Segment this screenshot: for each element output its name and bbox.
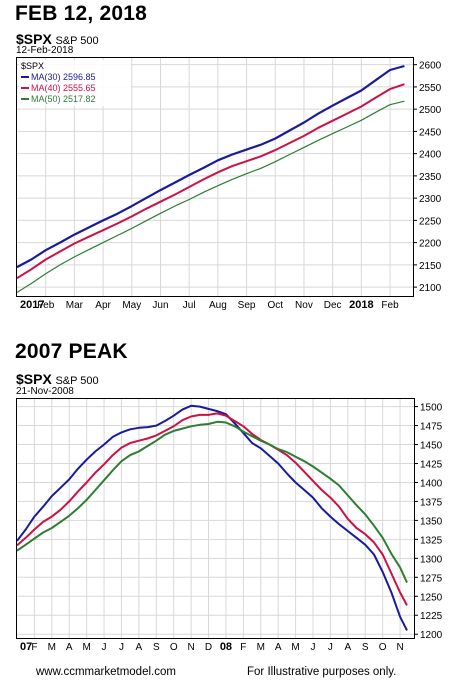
x-tick-label: M — [48, 642, 56, 653]
legend-entry: MA(30) 2596.85 — [31, 72, 96, 82]
x-tick-label: May — [122, 300, 141, 311]
x-tick-label: Oct — [267, 300, 283, 311]
x-tick-label: D — [205, 642, 212, 653]
x-tick-label: F — [240, 642, 246, 653]
y-tick-label: 2400 — [419, 150, 442, 161]
series-line-2 — [16, 412, 408, 606]
y-tick-label: 1200 — [420, 630, 443, 641]
x-tick-label: Feb — [381, 300, 399, 311]
legend-entry: MA(40) 2555.65 — [31, 83, 96, 93]
y-tick-label: 1300 — [420, 554, 443, 565]
x-tick-label: 08 — [220, 641, 232, 653]
y-tick-label: 1475 — [420, 422, 443, 433]
y-tick-label: 2500 — [419, 105, 442, 116]
y-tick-label: 2250 — [419, 216, 442, 227]
y-tick-label: 1275 — [420, 573, 443, 584]
x-tick-label: M — [257, 642, 265, 653]
x-tick-label: Aug — [209, 300, 227, 311]
x-tick-label: J — [119, 642, 124, 653]
y-tick-label: 1500 — [420, 403, 443, 414]
x-tick-label: N — [396, 642, 403, 653]
x-tick-label: 07 — [20, 641, 32, 653]
x-tick-label: F — [31, 642, 37, 653]
chart1-symbol-line: $SPX S&P 500 — [16, 31, 99, 47]
chart2-symbol-line: $SPX S&P 500 — [16, 371, 99, 387]
chart1-symbol-desc: S&P 500 — [55, 35, 99, 47]
y-tick-label: 2150 — [419, 261, 442, 272]
chart2-symbol-desc: S&P 500 — [55, 375, 99, 387]
x-tick-label: Jul — [183, 300, 196, 311]
x-tick-label: O — [379, 642, 387, 653]
y-tick-label: 2550 — [419, 83, 442, 94]
x-tick-label: Nov — [295, 300, 313, 311]
y-tick-label: 2200 — [419, 239, 442, 250]
series-line-3 — [16, 420, 408, 584]
chart2-plot — [16, 398, 415, 639]
chart2-svg — [16, 399, 414, 638]
chart2-date: 21-Nov-2008 — [16, 386, 74, 397]
x-tick-label: M — [82, 642, 90, 653]
x-tick-label: A — [136, 642, 143, 653]
x-tick-label: A — [66, 642, 73, 653]
x-tick-label: J — [311, 642, 316, 653]
series-line-1 — [16, 404, 408, 631]
x-tick-label: A — [275, 642, 282, 653]
x-tick-label: Apr — [95, 300, 111, 311]
y-tick-label: 1400 — [420, 478, 443, 489]
chart2-symbol: $SPX — [16, 371, 52, 387]
chart1-heading: FEB 12, 2018 — [15, 2, 147, 25]
x-tick-label: M — [291, 642, 299, 653]
series-line-1 — [16, 64, 405, 269]
x-tick-label: Feb — [37, 300, 55, 311]
legend-title: $SPX — [21, 61, 44, 71]
chart1-plot: $SPX MA(30) 2596.85 MA(40) 2555.65 MA(50) 2… — [16, 57, 414, 297]
legend-entry: MA(50) 2517.82 — [31, 94, 96, 104]
x-tick-label: Dec — [324, 300, 342, 311]
x-tick-label: J — [328, 642, 333, 653]
x-tick-label: Jun — [152, 300, 168, 311]
x-tick-label: 2017 — [20, 299, 44, 311]
x-tick-label: J — [102, 642, 107, 653]
x-tick-label: S — [362, 642, 369, 653]
y-tick-label: 1425 — [420, 459, 443, 470]
footer-disclaimer: For Illustrative purposes only. — [247, 666, 397, 678]
x-tick-label: 2018 — [349, 299, 373, 311]
x-tick-label: N — [188, 642, 195, 653]
x-tick-label: Sep — [238, 300, 256, 311]
footer-website: www.ccmmarketmodel.com — [36, 666, 176, 678]
y-tick-label: 1350 — [420, 516, 443, 527]
y-tick-label: 2450 — [419, 127, 442, 138]
y-tick-label: 2300 — [419, 194, 442, 205]
y-tick-label: 2600 — [419, 61, 442, 72]
y-tick-label: 2350 — [419, 172, 442, 183]
x-tick-label: O — [170, 642, 178, 653]
x-tick-label: S — [153, 642, 160, 653]
x-tick-label: A — [344, 642, 351, 653]
y-tick-label: 1450 — [420, 441, 443, 452]
y-tick-label: 1375 — [420, 497, 443, 508]
series-line-2 — [16, 83, 405, 280]
legend-box — [19, 60, 131, 106]
chart1-date: 12-Feb-2018 — [16, 45, 74, 56]
series-line-3 — [16, 100, 405, 293]
chart2-heading: 2007 PEAK — [15, 340, 128, 363]
y-tick-label: 2100 — [419, 283, 442, 294]
chart1-symbol: $SPX — [16, 31, 52, 47]
x-tick-label: Mar — [66, 300, 84, 311]
y-tick-label: 1250 — [420, 592, 443, 603]
y-tick-label: 1325 — [420, 535, 443, 546]
y-tick-label: 1225 — [420, 611, 443, 622]
